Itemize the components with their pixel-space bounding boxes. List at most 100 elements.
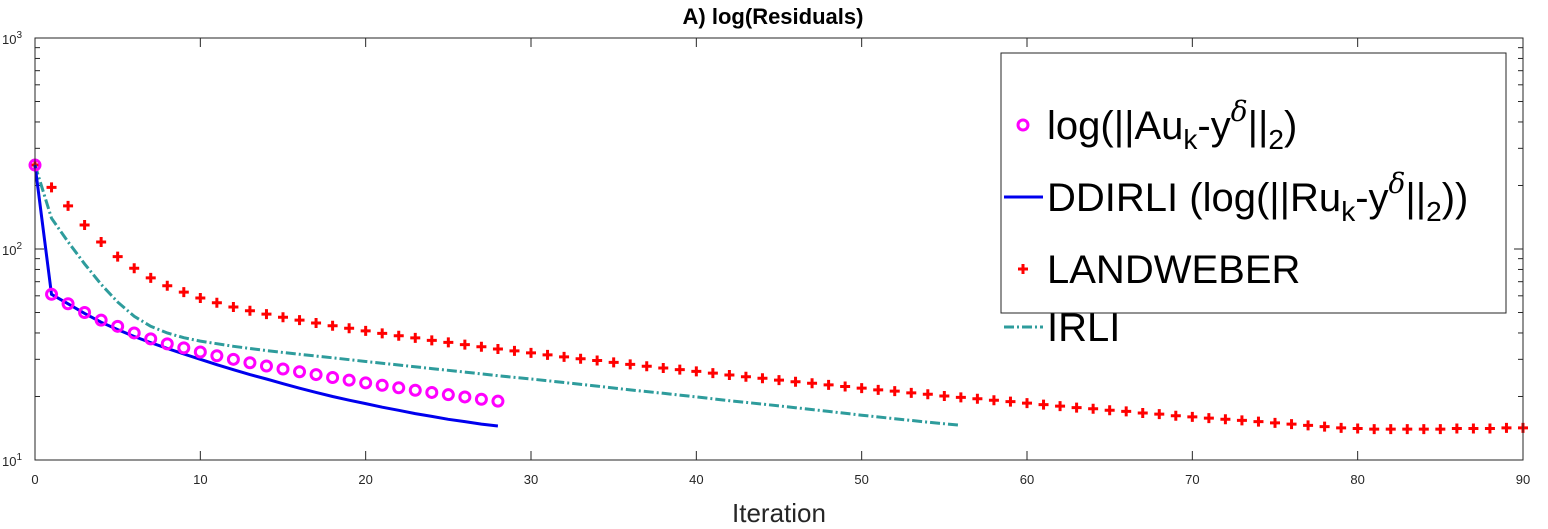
data-point-landweber [1121,406,1132,417]
data-point-landweber [145,272,156,283]
x-tick-labels: 0 10 20 30 40 50 60 70 80 90 [31,472,1530,487]
data-point-landweber [112,251,123,262]
y-tick-label: 102 [2,241,22,258]
legend-label-part: LANDWEBER [1047,248,1300,292]
data-point-residual [491,394,505,408]
data-point-landweber [178,287,189,298]
data-point-residual [474,392,488,406]
data-point-landweber [443,337,454,348]
data-point-landweber [1071,402,1082,413]
data-point-landweber [46,182,57,193]
legend-label-part: log(||Au [1047,104,1183,148]
data-point-landweber [674,364,685,375]
x-tick-label: 90 [1516,472,1530,487]
data-point-landweber [476,341,487,352]
x-tick-label: 70 [1185,472,1199,487]
data-point-landweber [1484,423,1495,434]
data-point-residual [408,383,422,397]
data-point-landweber [1137,408,1148,419]
y-tick-label: 101 [2,452,22,469]
data-point-residual [293,365,307,379]
data-point-landweber [1468,423,1479,434]
legend: log(||Auk-yδ||2)DDIRLI (log(||Ruk-yδ||2)… [1000,52,1507,350]
data-point-residual [78,306,92,320]
data-point-landweber [129,263,140,274]
data-point-landweber [1435,424,1446,435]
legend-marker-circle [1016,118,1030,132]
data-point-landweber [426,335,437,346]
data-point-residual [177,341,191,355]
data-point-landweber [1005,396,1016,407]
data-point-landweber [774,375,784,386]
data-point-landweber [1451,423,1462,434]
data-point-landweber [790,376,801,387]
data-point-landweber [1220,414,1231,425]
data-point-landweber [311,317,322,328]
x-tick-label: 60 [1020,472,1034,487]
data-point-residual [243,356,257,370]
data-point-landweber [922,389,933,400]
data-point-landweber [344,323,355,334]
data-point-residual [375,378,389,392]
data-point-landweber [509,345,520,356]
legend-label-part: δ [1231,95,1248,128]
y-tick-exponent: 2 [16,241,22,252]
data-point-landweber [707,368,718,379]
data-point-landweber [228,302,239,313]
data-point-landweber [1203,413,1214,424]
data-point-landweber [1303,420,1314,431]
data-point-landweber [459,339,470,350]
data-point-landweber [393,330,404,341]
data-point-landweber [757,373,768,384]
series-line-irli [33,164,962,427]
data-point-landweber [1385,424,1396,435]
data-point-landweber [1352,423,1363,434]
data-point-landweber [658,362,669,373]
data-point-landweber [244,305,255,316]
data-point-residual [127,326,141,340]
data-point-landweber [955,392,966,403]
data-point-landweber [840,381,851,392]
data-point-landweber [625,359,636,370]
data-point-landweber [1270,417,1280,428]
legend-label-part: ) [1284,104,1297,148]
data-point-landweber [526,347,536,358]
series-layer [28,158,1528,435]
legend-label-part: IRLI [1047,306,1120,350]
y-tick-base: 10 [2,243,16,258]
data-point-landweber [360,325,371,336]
y-tick-base: 10 [2,454,16,469]
data-point-landweber [1418,424,1429,435]
data-point-landweber [1055,401,1066,412]
data-point-residual [359,376,373,390]
legend-label-part: δ [1389,167,1406,200]
data-point-landweber [1088,403,1099,414]
data-point-residual [276,362,290,376]
data-point-landweber [1236,415,1247,426]
data-point-landweber [327,320,338,331]
data-point-landweber [889,386,900,397]
data-point-landweber [162,280,173,291]
legend-label-part: 2 [1426,196,1442,227]
data-point-landweber [377,328,388,339]
x-axis-label: Iteration [732,498,826,528]
data-point-landweber [1319,421,1330,432]
data-point-landweber [1336,422,1347,433]
data-point-residual [111,319,125,333]
data-point-landweber [691,366,702,377]
data-point-landweber [641,361,652,372]
y-tick-label: 103 [2,30,22,47]
legend-label-part: k [1183,124,1198,155]
data-point-residual [94,313,108,327]
data-point-residual [441,388,455,402]
data-point-landweber [261,309,272,320]
x-tick-label: 30 [524,472,538,487]
legend-marker-plus [1018,264,1028,274]
data-point-residual [45,287,59,301]
data-point-landweber [988,395,999,406]
data-point-residual [61,297,75,311]
data-point-landweber [211,297,222,308]
data-point-landweber [294,315,305,326]
data-point-landweber [1038,399,1049,410]
